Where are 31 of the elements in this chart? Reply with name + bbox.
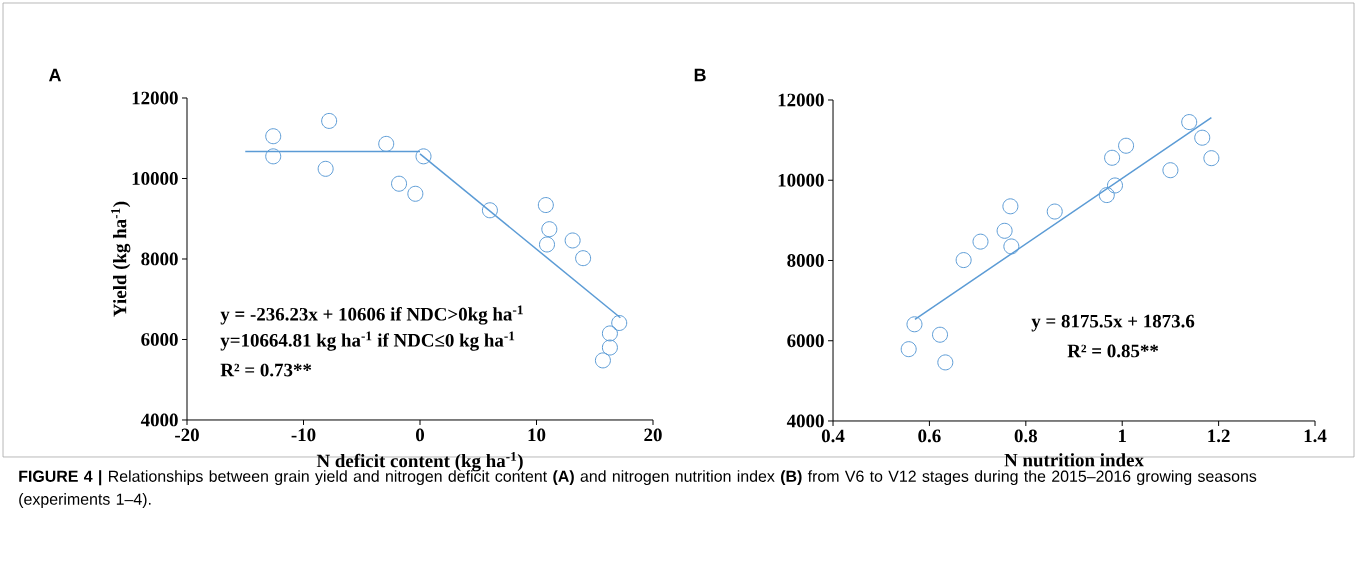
y-tick-label: 12000	[132, 91, 178, 105]
annotation: y = 8175.5x + 1873.6	[1031, 314, 1195, 332]
chart-title: A	[48, 68, 62, 82]
x-tick-label: 1.4	[1304, 429, 1327, 443]
y-tick-label: 8000	[787, 254, 824, 267]
annotation: y = -236.23x + 10606 if NDC>0kg ha$^{-1}$	[220, 305, 523, 325]
y-axis-title: Yield (kg ha$^{-1}$)	[111, 201, 131, 317]
x-tick-label: 1	[1119, 429, 1126, 442]
annotation: R² = 0.73**	[220, 363, 312, 377]
y-tick-label: 6000	[787, 334, 824, 348]
chart-title: B	[694, 68, 706, 82]
x-tick-label: 0.4	[821, 429, 845, 443]
annotation: y=10664.81 kg ha$^{-1}$ if NDC≤0 kg ha$^{-1}$	[220, 331, 515, 351]
annotation: R² = 0.85**	[1067, 344, 1159, 358]
y-tick-label: 6000	[141, 333, 178, 346]
y-tick-label: 10000	[778, 173, 824, 187]
x-tick-label: 20	[644, 428, 662, 442]
x-axis-title: N nutrition index	[1004, 453, 1144, 467]
y-tick-label: 12000	[778, 93, 824, 107]
x-tick-label: -10	[291, 428, 316, 442]
x-tick-label: 0.6	[918, 429, 941, 443]
text: FIGURE 4 | Relationships between grain yield and nitrogen deficit content (A) and nitrogen nutrition index (B) from V6 to V12 stages during the 2015–2016 growing seasons (experiments 1–4).	[19, 470, 1257, 508]
x-tick-label: 1.2	[1208, 429, 1230, 443]
y-tick-label: 4000	[140, 413, 178, 427]
x-tick-label: -20	[175, 428, 199, 442]
y-tick-label: 10000	[132, 172, 178, 185]
y-tick-label: 4000	[786, 414, 824, 428]
x-tick-label: 10	[528, 428, 546, 442]
y-tick-label: 8000	[141, 252, 178, 266]
x-tick-label: 0.8	[1014, 429, 1038, 443]
x-tick-label: 0	[416, 428, 425, 442]
